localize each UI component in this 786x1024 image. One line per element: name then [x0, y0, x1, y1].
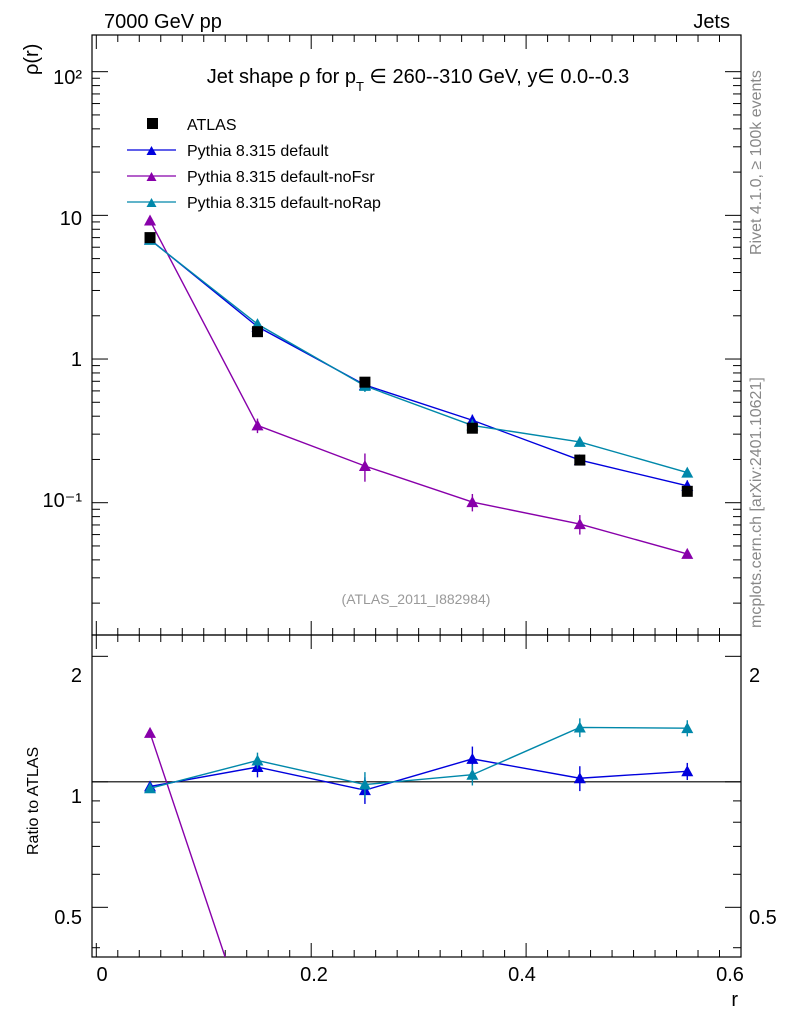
- legend-marker-default: [146, 146, 157, 155]
- ratio-tick-label: 0.5: [54, 907, 82, 929]
- ratio-axis-label: Ratio to ATLAS: [25, 747, 42, 855]
- series-point: [681, 547, 694, 559]
- ratio-tick-label-right: 0.5: [749, 907, 777, 929]
- ratio-point: [681, 957, 693, 968]
- ratio-point: [573, 772, 586, 784]
- atlas-data-point: [574, 454, 586, 466]
- x-tick-label: 0.2: [300, 964, 328, 986]
- series-point: [573, 435, 586, 447]
- series-line-1: [149, 220, 688, 555]
- y-tick-label: 10²: [53, 67, 82, 89]
- ratio-point: [466, 768, 479, 780]
- ratio-line-2: [149, 726, 688, 789]
- axis-ticks: [92, 35, 742, 957]
- atlas-data-point: [251, 326, 263, 338]
- ratio-tick-label-right: 2: [749, 665, 760, 687]
- y-tick-label: 1: [71, 349, 82, 371]
- x-axis-label: r: [731, 989, 738, 1011]
- ratio-point: [144, 726, 157, 738]
- ratio-point: [359, 1020, 371, 1024]
- atlas-data-point: [466, 422, 478, 434]
- atlas-data-point: [144, 232, 156, 244]
- atlas-data-point: [681, 485, 693, 497]
- atlas-data-point: [359, 376, 371, 388]
- series-line-0: [149, 238, 688, 487]
- ratio-panel-frame: [91, 634, 742, 958]
- reference-label: (ATLAS_2011_I882984): [342, 591, 491, 607]
- ratio-line-0: [149, 758, 688, 791]
- legend-marker-norap: [146, 198, 157, 207]
- legend-label-atlas: ATLAS: [187, 117, 237, 134]
- ratio-point: [681, 722, 694, 734]
- header-right: Jets: [693, 11, 730, 33]
- header-left: 7000 GeV pp: [104, 11, 222, 33]
- legend-marker-atlas: [147, 118, 158, 129]
- ratio-tick-label: 2: [71, 665, 82, 687]
- ratio-plot-area: [92, 718, 741, 1024]
- y-tick-label: 10: [60, 208, 82, 230]
- ratio-point: [251, 754, 264, 766]
- series-line-2: [149, 239, 688, 474]
- main-plot-area: [144, 214, 694, 559]
- legend-marker-nofsr: [146, 172, 157, 181]
- main-series-group: [144, 214, 694, 559]
- ratio-point: [681, 765, 694, 777]
- x-tick-label: 0.4: [508, 964, 536, 986]
- series-point: [144, 214, 157, 226]
- ratio-point: [358, 778, 371, 790]
- ratio-point: [573, 721, 586, 733]
- series-point: [358, 460, 371, 472]
- x-tick-label: 0.6: [716, 964, 744, 986]
- series-point: [251, 419, 264, 431]
- legend-label-default: Pythia 8.315 default: [187, 143, 329, 160]
- ratio-series-group: [144, 718, 694, 1024]
- x-tick-label: 0: [96, 964, 107, 986]
- ratio-point: [466, 990, 478, 1001]
- legend-label-nofsr: Pythia 8.315 default-noFsr: [187, 169, 375, 186]
- series-point: [573, 518, 586, 530]
- plot-title: Jet shape ρ for pT ∈ 260--310 GeV, y∈ 0.…: [207, 66, 630, 94]
- series-point: [681, 466, 694, 478]
- legend: ATLAS Pythia 8.315 default Pythia 8.315 …: [127, 117, 381, 212]
- y-tick-label: 10⁻¹: [43, 490, 83, 512]
- legend-label-norap: Pythia 8.315 default-noRap: [187, 195, 381, 212]
- ratio-point: [144, 782, 157, 794]
- mcplots-label: mcplots.cern.ch [arXiv:2401.10621]: [748, 377, 765, 628]
- y-axis-label: ρ(r): [21, 44, 43, 75]
- series-point: [466, 496, 479, 508]
- ratio-point: [574, 962, 586, 973]
- ratio-point: [466, 752, 479, 764]
- rivet-version-label: Rivet 4.1.0, ≥ 100k events: [748, 70, 765, 255]
- ratio-tick-label: 1: [71, 786, 82, 808]
